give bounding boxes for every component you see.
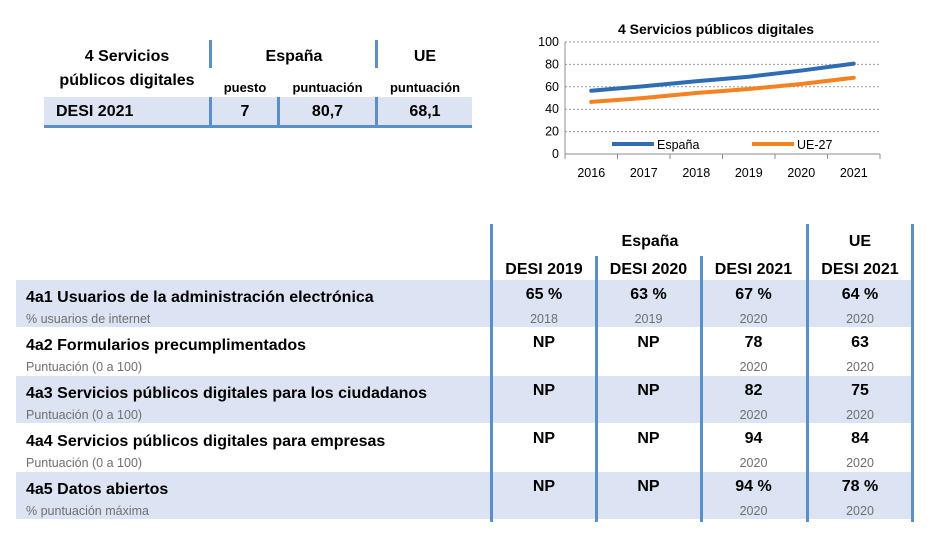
indicator-value: 63 % (630, 286, 667, 303)
summary-group-ue: UE (413, 48, 437, 65)
indicator-label: 4a5 Datos abiertos (26, 481, 169, 498)
indicator-year: 2020 (846, 456, 874, 470)
indicator-label: 4a1 Usuarios de la administración electr… (26, 289, 374, 306)
indicator-table: España UE DESI 2019 DESI 2020 DESI 2021 … (0, 222, 938, 532)
summary-bottom-rule (44, 125, 472, 128)
indicator-year: 2020 (739, 408, 768, 422)
chart-title: 4 Servicios públicos digitales (618, 21, 814, 37)
indicator-unit: Puntuación (0 a 100) (26, 360, 143, 374)
indicator-year: 2020 (846, 408, 874, 422)
summary-title-line1: 4 Servicios (84, 48, 170, 65)
summary-divider (375, 97, 378, 127)
indicator-year: 2020 (846, 312, 874, 326)
indicator-value: NP (532, 334, 556, 351)
summary-title-line2: públicos digitales (59, 72, 195, 89)
x-tick-label: 2020 (787, 166, 815, 180)
indicator-value: NP (532, 478, 556, 495)
indicator-label: 4a2 Formularios precumplimentados (26, 337, 307, 354)
y-tick-label: 100 (538, 35, 559, 49)
legend-label: España (657, 138, 699, 152)
row-band (16, 376, 914, 423)
legend-label: UE-27 (797, 138, 832, 152)
indicator-year: 2020 (739, 456, 768, 470)
y-tick-label: 20 (545, 125, 559, 139)
y-tick-label: 0 (552, 147, 559, 161)
indicator-value: 75 (851, 382, 869, 399)
summary-row-label: DESI 2021 (56, 103, 134, 120)
indicator-value: NP (532, 382, 556, 399)
column-divider (911, 224, 914, 522)
summary-table: 4 Servicios públicos digitales España UE… (0, 0, 480, 140)
x-tick-label: 2019 (735, 166, 763, 180)
row-band (16, 472, 914, 519)
summary-divider (277, 97, 280, 127)
indicator-value: 67 % (735, 286, 772, 303)
y-tick-label: 80 (545, 57, 559, 71)
indicator-value: 94 % (735, 478, 772, 495)
summary-row-band (44, 97, 472, 127)
indicator-value: 64 % (841, 286, 879, 303)
indicator-year: 2020 (846, 360, 874, 374)
column-header-desi-2020: DESI 2020 (609, 261, 688, 278)
series-line-espana (589, 61, 856, 93)
x-tick-label: 2018 (682, 166, 710, 180)
line-chart: 4 Servicios públicos digitales 0 20 40 60 80… (520, 14, 910, 194)
indicator-value: 84 (851, 430, 869, 447)
column-header-desi-2021-ue: DESI 2021 (821, 261, 899, 278)
indicator-value: 82 (744, 382, 763, 399)
indicator-label: 4a4 Servicios públicos digitales para em… (26, 433, 386, 450)
indicator-label: 4a3 Servicios públicos digitales para lo… (26, 385, 428, 402)
group-header-espana: España (621, 233, 679, 250)
summary-divider (209, 97, 212, 127)
indicator-year: 2020 (739, 312, 768, 326)
row-band (16, 280, 914, 327)
column-header-desi-2021-es: DESI 2021 (714, 261, 793, 278)
indicator-value: NP (532, 430, 556, 447)
indicator-unit: % puntuación máxima (26, 504, 149, 518)
summary-puesto-value: 7 (240, 103, 250, 120)
indicator-value: NP (637, 478, 660, 495)
series-line-ue-27 (589, 75, 856, 104)
indicator-year: 2020 (739, 360, 768, 374)
summary-divider (209, 40, 212, 68)
x-tick-label: 2021 (840, 166, 868, 180)
indicator-year: 2019 (634, 312, 663, 326)
column-header-desi-2019: DESI 2019 (505, 261, 583, 278)
indicator-year: 2020 (846, 504, 874, 518)
summary-col-puntuacion-es: puntuación (292, 80, 363, 95)
indicator-value: NP (637, 430, 660, 447)
indicator-value: NP (637, 382, 660, 399)
group-header-ue: UE (848, 233, 872, 250)
y-tick-label: 40 (545, 102, 559, 116)
column-divider (595, 256, 598, 522)
indicator-unit: % usuarios de internet (26, 312, 151, 326)
indicator-value: 94 (744, 430, 763, 447)
indicator-value: 78 % (841, 478, 879, 495)
indicator-unit: Puntuación (0 a 100) (26, 456, 143, 470)
summary-divider (375, 40, 378, 68)
column-divider (490, 224, 493, 522)
summary-group-espana: España (265, 48, 323, 65)
column-divider (806, 224, 809, 522)
y-tick-label: 60 (545, 80, 559, 94)
x-tick-label: 2016 (577, 166, 605, 180)
x-tick-label: 2017 (630, 166, 658, 180)
summary-col-puesto: puesto (223, 80, 267, 95)
indicator-value: NP (637, 334, 660, 351)
indicator-unit: Puntuación (0 a 100) (26, 408, 143, 422)
summary-col-puntuacion-ue: puntuación (389, 80, 461, 95)
indicator-year: 2018 (530, 312, 558, 326)
indicator-value: 63 (851, 334, 869, 351)
summary-puntuacion-es-value: 80,7 (311, 103, 344, 120)
indicator-value: 65 % (525, 286, 563, 303)
column-divider (700, 256, 703, 522)
summary-puntuacion-ue-value: 68,1 (409, 103, 441, 120)
indicator-value: 78 (744, 334, 763, 351)
indicator-year: 2020 (739, 504, 768, 518)
line-chart-svg: 4 Servicios públicos digitales 0 20 40 60 80… (538, 21, 881, 180)
